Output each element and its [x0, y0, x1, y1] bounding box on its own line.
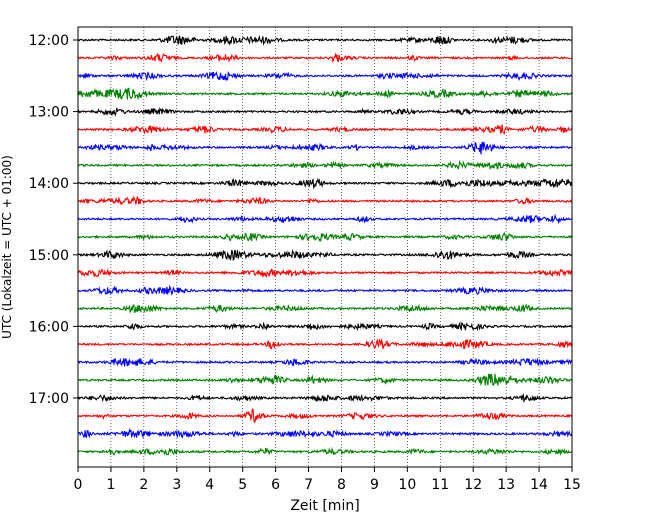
- x-tick-label: 3: [172, 477, 181, 493]
- x-tick-label: 5: [238, 477, 247, 493]
- trace-1245: [77, 87, 573, 101]
- trace-1400: [77, 177, 573, 190]
- x-tick-label: 4: [205, 477, 214, 493]
- trace-1615: [77, 337, 573, 350]
- trace-1345: [77, 159, 573, 170]
- x-axis: 0 1 2 3 4 5 6 7 8 9 10 11 12 13 14 15: [74, 467, 581, 493]
- plot-background: [78, 27, 572, 467]
- trace-1700: [77, 393, 573, 404]
- trace-1600: [77, 321, 573, 332]
- trace-1500: [77, 249, 573, 261]
- x-tick-label: 7: [304, 477, 313, 493]
- x-tick-label: 12: [464, 477, 482, 493]
- x-tick-label: 13: [497, 477, 515, 493]
- seismogram-traces: [77, 35, 573, 457]
- y-axis-label: UTC (Lokalzeit = UTC + 01:00): [0, 155, 14, 339]
- x-tick-label: 2: [139, 477, 148, 493]
- y-tick-label: 15:00: [29, 248, 69, 264]
- x-tick-label: 14: [530, 477, 548, 493]
- trace-1215: [77, 52, 573, 64]
- x-axis-label: Zeit [min]: [290, 498, 359, 514]
- trace-1515: [77, 268, 573, 278]
- x-tick-label: 6: [271, 477, 280, 493]
- x-tick-label: 15: [563, 477, 581, 493]
- x-tick-label: 11: [431, 477, 449, 493]
- trace-1430: [77, 213, 573, 225]
- trace-1545: [77, 303, 573, 314]
- x-tick-label: 9: [370, 477, 379, 493]
- y-tick-label: 16:00: [29, 319, 69, 335]
- trace-1630: [77, 357, 573, 367]
- x-tick-label: 10: [398, 477, 416, 493]
- y-tick-label: 12:00: [29, 33, 69, 49]
- x-tick-label: 0: [74, 477, 83, 493]
- x-tick-label: 8: [337, 477, 346, 493]
- x-tick-label: 1: [106, 477, 115, 493]
- trace-1745: [77, 447, 573, 457]
- trace-1715: [77, 408, 573, 424]
- y-axis: 12:00 13:00 14:00 15:00 16:00 17:00: [29, 33, 78, 407]
- trace-1315: [77, 124, 573, 136]
- y-tick-label: 17:00: [29, 391, 69, 407]
- trace-1645: [77, 373, 573, 387]
- y-tick-label: 14:00: [29, 176, 69, 192]
- plot-frame: [77, 26, 573, 468]
- trace-1300: [77, 106, 573, 117]
- trace-1230: [77, 70, 573, 82]
- trace-1415: [77, 195, 573, 206]
- trace-1530: [77, 284, 573, 296]
- trace-1200: [77, 35, 573, 47]
- y-tick-label: 13:00: [29, 105, 69, 121]
- vertical-gridlines: [110, 27, 540, 467]
- trace-1730: [77, 428, 573, 439]
- trace-1445: [77, 232, 573, 243]
- trace-1330: [77, 141, 573, 155]
